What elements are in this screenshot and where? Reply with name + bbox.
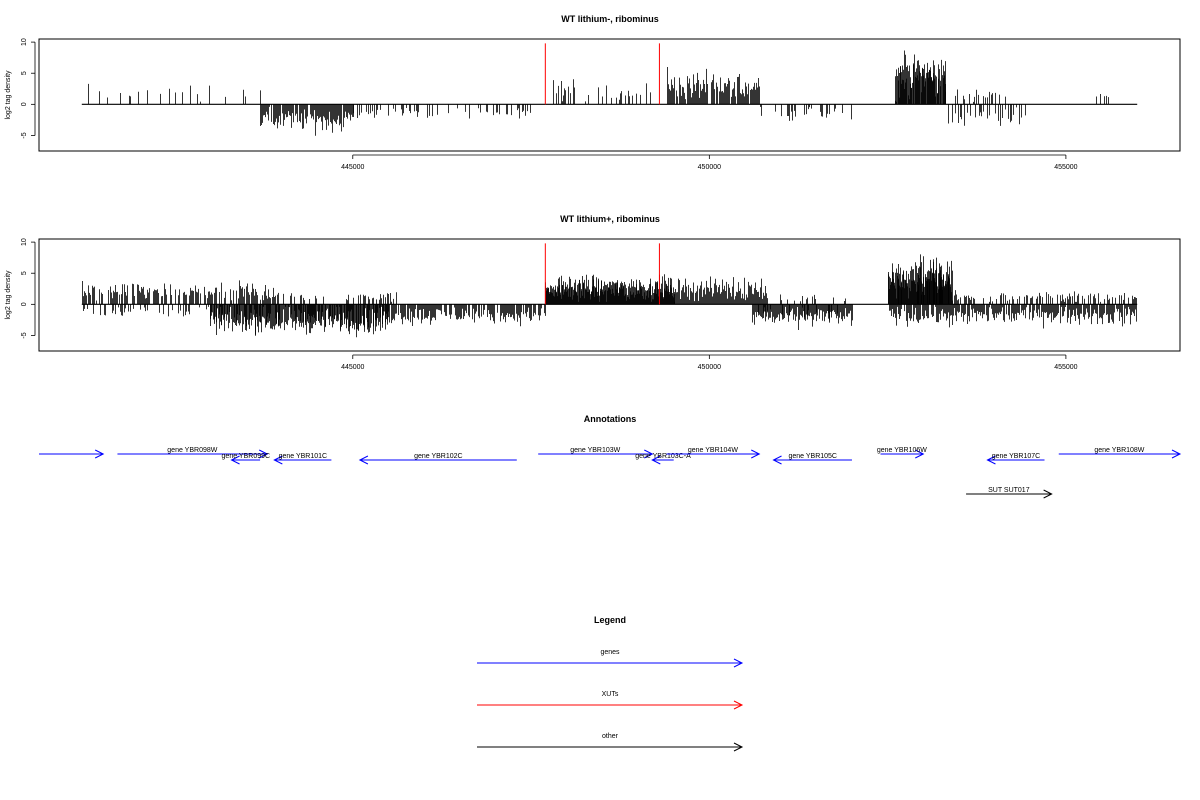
feature-arrowhead: [644, 449, 654, 459]
feature-arrowhead: [94, 449, 105, 459]
feature-label: gene YBR098W: [167, 447, 217, 454]
legend-title: Legend: [594, 615, 626, 625]
plot-frame: [38, 238, 1181, 352]
legend-arrowhead: [733, 658, 744, 668]
feature-label: gene YBR103W: [570, 447, 620, 454]
feature-label: gene YBR102C: [414, 453, 463, 460]
chart-panel-lithium-minus: WT lithium-, ribominus log2 tag density …: [5, 14, 1181, 171]
y-axis-label: log2 tag density: [5, 70, 12, 120]
feature-arrowhead: [1043, 489, 1053, 499]
legend-arrowhead: [733, 700, 744, 710]
x-tick-label: 450000: [698, 164, 721, 171]
legend-label: genes: [600, 649, 620, 656]
x-tick-label: 450000: [698, 364, 721, 371]
feature-label: SUT SUT017: [988, 487, 1030, 494]
annotations-title: Annotations: [584, 414, 637, 424]
feature-label: gene YBR099C: [222, 453, 271, 460]
legend-panel: Legend genes XUTs other: [477, 615, 744, 752]
feature-label: gene YBR104W: [688, 447, 738, 454]
feature-arrowhead: [751, 449, 761, 459]
chart-panel-lithium-plus: WT lithium+, ribominus log2 tag density …: [5, 214, 1181, 371]
x-tick-label: 455000: [1054, 164, 1077, 171]
feature-label: gene YBR106W: [877, 447, 927, 454]
y-tick-label: -5: [21, 132, 28, 138]
feature-arrowhead: [1171, 449, 1182, 459]
features-group: gene YBR098W gene YBR099C gene YBR101C gene…: [39, 447, 1182, 499]
feature-arrowhead: [230, 455, 240, 465]
y-tick-label: 5: [21, 71, 28, 75]
feature-arrowhead: [651, 455, 661, 465]
legend-label: other: [602, 733, 619, 740]
axes-group: -5 0 5 10 445000 450000 455000: [21, 38, 1138, 171]
feature-arrowhead: [915, 449, 925, 459]
y-tick-label: 0: [21, 102, 28, 106]
feature-arrowhead: [358, 455, 369, 465]
chart-title: WT lithium+, ribominus: [560, 214, 660, 224]
feature-arrowhead: [772, 455, 782, 465]
feature-label: gene YBR107C: [992, 453, 1041, 460]
y-tick-label: 5: [21, 271, 28, 275]
feature-arrowhead: [273, 455, 283, 465]
x-tick-label: 445000: [341, 364, 364, 371]
feature-label: gene YBR103C-A: [635, 453, 691, 460]
legend-label: XUTs: [602, 691, 619, 698]
y-tick-label: -5: [21, 332, 28, 338]
bars-group: [88, 50, 1109, 136]
y-tick-label: 0: [21, 302, 28, 306]
feature-label: gene YBR105C: [788, 453, 837, 460]
x-tick-label: 455000: [1054, 364, 1077, 371]
legend-items-group: genes XUTs other: [477, 649, 744, 752]
feature-label: gene YBR108W: [1094, 447, 1144, 454]
axes-group: -5 0 5 10 445000 450000 455000: [21, 238, 1138, 371]
y-axis-label: log2 tag density: [5, 270, 12, 320]
bars-group: [82, 254, 1137, 338]
legend-arrowhead: [733, 742, 744, 752]
x-tick-label: 445000: [341, 164, 364, 171]
feature-label: gene YBR101C: [279, 453, 328, 460]
plot-frame: [38, 38, 1181, 152]
chart-title: WT lithium-, ribominus: [561, 14, 659, 24]
y-tick-label: 10: [21, 238, 28, 246]
feature-arrowhead: [986, 455, 996, 465]
feature-arrowhead: [258, 449, 269, 459]
y-tick-label: 10: [21, 38, 28, 46]
